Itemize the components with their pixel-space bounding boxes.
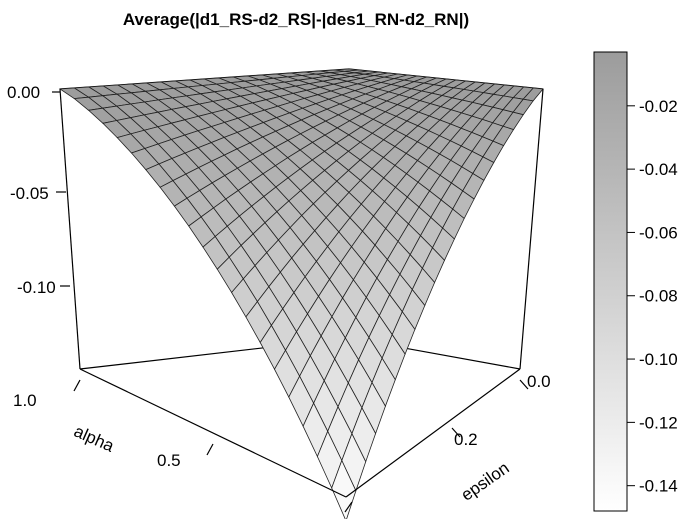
box-edge-front-left bbox=[79, 368, 347, 498]
alpha-axis bbox=[73, 379, 214, 456]
epsilon-tick-mark bbox=[519, 379, 529, 390]
alpha-tick-label: 0.5 bbox=[157, 451, 181, 470]
colorbar-tick-label: -0.14 bbox=[639, 477, 678, 496]
colorbar-tick-label: -0.12 bbox=[639, 413, 678, 432]
colorbar-gradient bbox=[593, 51, 628, 512]
colorbar-tick-label: -0.10 bbox=[639, 350, 678, 369]
epsilon-tick-mark bbox=[344, 501, 353, 513]
colorbar-tick-label: -0.02 bbox=[639, 97, 678, 116]
alpha-tick-mark bbox=[206, 443, 214, 456]
alpha-axis-label: alpha bbox=[71, 422, 117, 456]
box-edge-right-vertical bbox=[519, 88, 544, 370]
colorbar-tick-label: -0.06 bbox=[639, 223, 678, 242]
z-tick-label: -0.10 bbox=[17, 278, 56, 297]
z-axis bbox=[52, 91, 70, 287]
colorbar-ticks: -0.02 -0.04 -0.06 -0.08 -0.10 -0.12 -0.14 bbox=[627, 97, 678, 496]
colorbar: -0.02 -0.04 -0.06 -0.08 -0.10 -0.12 -0.14 bbox=[593, 51, 678, 512]
epsilon-tick-label: 0.2 bbox=[454, 430, 478, 449]
colorbar-tick-label: -0.08 bbox=[639, 287, 678, 306]
front-box bbox=[59, 88, 544, 498]
alpha-tick-label: 1.0 bbox=[13, 391, 37, 410]
chart-title: Average(|d1_RS-d2_RS|-|des1_RN-d2_RN|) bbox=[123, 10, 469, 29]
surface-mesh bbox=[58, 68, 544, 519]
box-edge-front-right bbox=[345, 368, 521, 498]
z-tick-label: -0.05 bbox=[10, 184, 49, 203]
colorbar-tick-label: -0.04 bbox=[639, 160, 678, 179]
box-edge-left-vertical bbox=[59, 88, 81, 370]
epsilon-axis-label: epsilon bbox=[458, 458, 513, 504]
epsilon-tick-label: 0.0 bbox=[527, 372, 551, 391]
epsilon-axis bbox=[344, 379, 529, 513]
z-tick-label: 0.00 bbox=[7, 83, 40, 102]
epsilon-tick-mark bbox=[451, 427, 461, 438]
alpha-tick-mark bbox=[73, 379, 81, 392]
